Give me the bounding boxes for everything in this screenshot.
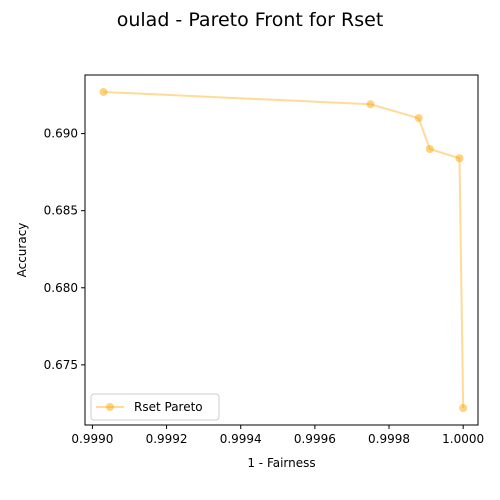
legend-box bbox=[90, 393, 220, 421]
x-tick-label: 0.9990 bbox=[71, 432, 113, 446]
x-tick-label: 1.0000 bbox=[442, 432, 484, 446]
y-axis: 0.675 0.680 0.685 0.690 bbox=[44, 127, 85, 372]
data-point bbox=[425, 145, 434, 154]
chart-title: oulad - Pareto Front for Rset bbox=[117, 9, 384, 31]
x-tick-label: 0.9996 bbox=[294, 432, 336, 446]
data-point bbox=[414, 114, 423, 123]
x-axis-label: 1 - Fairness bbox=[247, 456, 315, 470]
plot-frame bbox=[84, 74, 479, 426]
data-point bbox=[99, 87, 108, 96]
y-tick-label: 0.675 bbox=[44, 358, 78, 372]
x-tick-label: 0.9994 bbox=[220, 432, 262, 446]
y-tick-label: 0.680 bbox=[44, 281, 78, 295]
x-tick-label: 0.9992 bbox=[146, 432, 188, 446]
x-axis: 0.9990 0.9992 0.9994 0.9996 0.9998 1.0000 bbox=[71, 425, 484, 446]
legend-marker-swatch bbox=[106, 403, 114, 411]
data-point bbox=[455, 154, 464, 163]
y-tick-label: 0.685 bbox=[44, 204, 78, 218]
x-tick-label: 0.9998 bbox=[368, 432, 410, 446]
y-axis-label: Accuracy bbox=[15, 223, 29, 278]
legend: Rset Pareto bbox=[90, 393, 220, 421]
legend-entry-rset-pareto: Rset Pareto bbox=[134, 400, 203, 414]
data-point bbox=[459, 404, 468, 413]
y-tick-label: 0.690 bbox=[44, 127, 78, 141]
data-point bbox=[366, 100, 375, 109]
series-layer bbox=[99, 87, 468, 413]
series-line-rset-pareto bbox=[103, 90, 465, 409]
